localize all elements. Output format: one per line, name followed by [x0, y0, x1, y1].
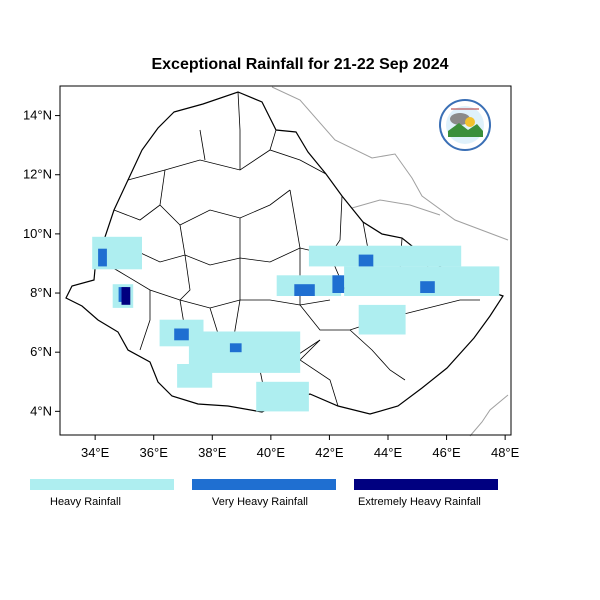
lon-tick-label: 44°E	[374, 445, 403, 460]
lon-tick-label: 34°E	[81, 445, 110, 460]
legend-swatch-extremely-heavy	[354, 479, 498, 490]
lon-tick-label: 40°E	[257, 445, 286, 460]
legend-swatch-heavy	[30, 479, 174, 490]
plot-frame	[59, 85, 512, 436]
rainfall-area-very-heavy	[174, 328, 189, 341]
legend-label-very-heavy: Very Heavy Rainfall	[212, 496, 308, 508]
legend-swatch-very-heavy	[192, 479, 336, 490]
lon-tick-label: 46°E	[432, 445, 461, 460]
rainfall-area-very-heavy	[420, 281, 435, 293]
lat-tick-label: 6°N	[30, 344, 52, 359]
rainfall-area-heavy	[256, 381, 309, 412]
lat-tick-label: 4°N	[30, 403, 52, 418]
rainfall-area-very-heavy	[294, 284, 315, 296]
neighbour-borders	[271, 86, 509, 437]
lat-tick-label: 10°N	[23, 226, 52, 241]
lat-tick-label: 12°N	[23, 167, 52, 182]
legend-label-extremely-heavy: Extremely Heavy Rainfall	[358, 496, 481, 508]
lon-tick-label: 36°E	[140, 445, 169, 460]
rainfall-layer	[92, 236, 500, 412]
lat-tick-label: 8°N	[30, 285, 52, 300]
map-title: Exceptional Rainfall for 21-22 Sep 2024	[151, 56, 449, 73]
lat-tick-label: 14°N	[23, 108, 52, 123]
lon-tick-label: 42°E	[315, 445, 344, 460]
rainfall-area-very-heavy	[358, 254, 374, 267]
rainfall-area-very-heavy	[229, 343, 242, 353]
rainfall-area-very-heavy	[98, 248, 107, 267]
lon-tick-label: 48°E	[491, 445, 520, 460]
rainfall-area-heavy	[358, 304, 406, 335]
rainfall-area-extreme	[121, 287, 131, 305]
rainfall-area-heavy	[308, 245, 462, 267]
legend-label-heavy: Heavy Rainfall	[50, 496, 121, 508]
rainfall-area-heavy	[177, 364, 213, 388]
axis-ticks: 34°E 36°E 38°E 40°E 42°E 44°E 46°E 48°E 4°N 6°N 8°…	[23, 108, 520, 460]
national-meteorology-agency-logo	[439, 99, 491, 151]
rainfall-area-very-heavy	[332, 275, 345, 293]
lon-tick-label: 38°E	[198, 445, 227, 460]
